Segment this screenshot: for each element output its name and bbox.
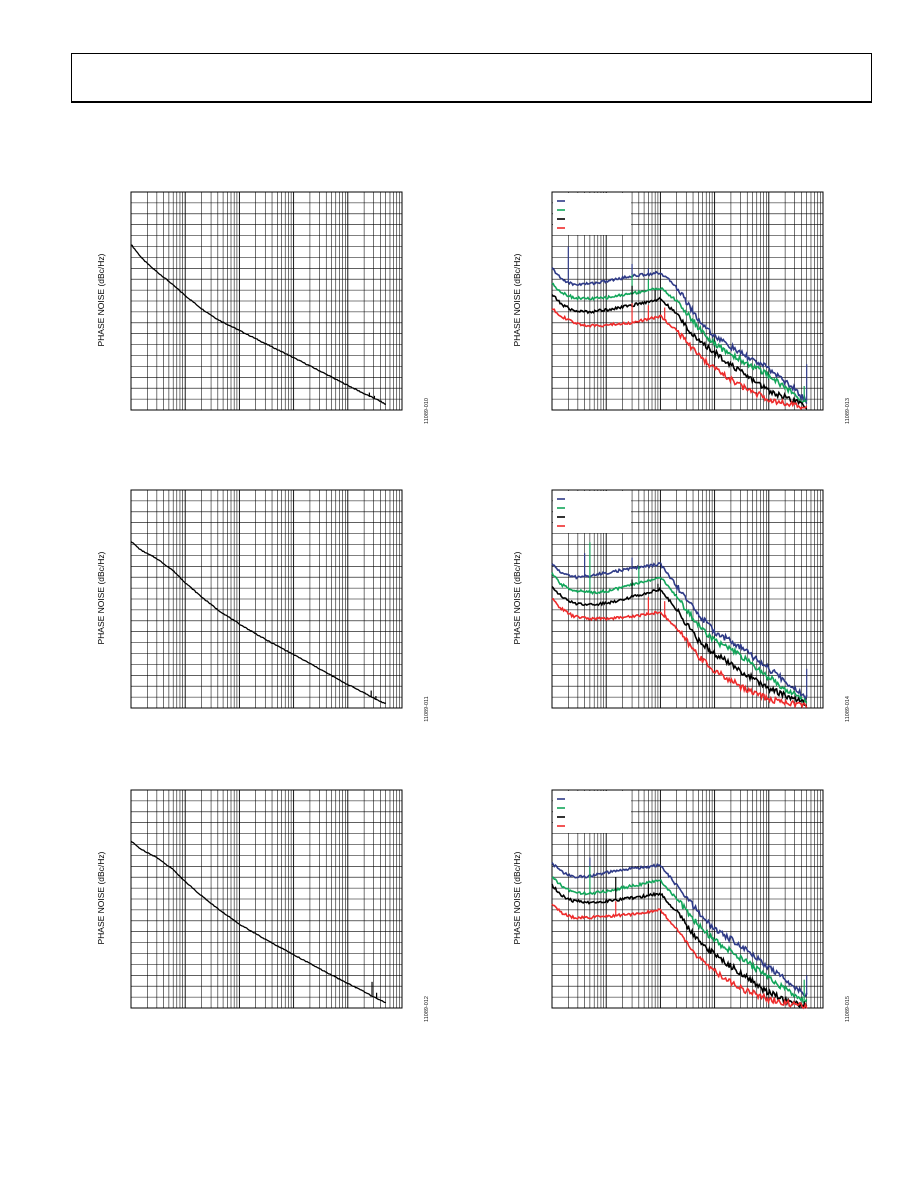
- page-header-box: [71, 53, 872, 103]
- y-axis-label: PHASE NOISE (dBc/Hz): [96, 253, 106, 347]
- phase-noise-chart-left-2: [130, 489, 403, 709]
- legend: [553, 791, 631, 833]
- plot-frame: [551, 191, 824, 411]
- phase-noise-chart-left-1: [130, 191, 403, 411]
- figure-id: 11089-015: [845, 996, 851, 1022]
- y-axis-label: PHASE NOISE (dBc/Hz): [96, 851, 106, 945]
- figure-id: 11089-011: [424, 696, 430, 722]
- series-line-green: [551, 572, 808, 705]
- series-line-red: [551, 903, 808, 1010]
- series-line-red: [551, 597, 808, 709]
- legend-box: [553, 193, 631, 235]
- plot-frame: [130, 489, 403, 709]
- series-line-navy: [551, 562, 808, 702]
- legend: [553, 491, 631, 533]
- series-line-red: [551, 308, 808, 410]
- grid: [130, 191, 402, 411]
- figure-id: 11089-012: [424, 996, 430, 1022]
- legend: [553, 193, 631, 235]
- series-line-navy: [551, 267, 808, 404]
- series-line-green: [551, 876, 808, 1004]
- legend-box: [553, 791, 631, 833]
- series-line-black: [130, 541, 386, 704]
- series-line-black: [551, 585, 807, 707]
- series-line-navy: [551, 862, 808, 998]
- figure-id: 11089-013: [845, 398, 851, 424]
- y-axis-label: PHASE NOISE (dBc/Hz): [512, 551, 522, 645]
- figure-id: 11089-014: [845, 696, 851, 722]
- plot-frame: [130, 789, 403, 1009]
- grid: [130, 489, 402, 709]
- grid: [130, 789, 402, 1009]
- figure-id: 11089-010: [424, 398, 430, 424]
- phase-noise-chart-right-2: [551, 489, 824, 709]
- plot-frame: [551, 789, 824, 1009]
- phase-noise-chart-right-1: [551, 191, 824, 411]
- series-line-black: [551, 883, 808, 1010]
- phase-noise-chart-left-3: [130, 789, 403, 1009]
- y-axis-label: PHASE NOISE (dBc/Hz): [512, 253, 522, 347]
- legend-box: [553, 491, 631, 533]
- y-axis-label: PHASE NOISE (dBc/Hz): [512, 851, 522, 945]
- series-line-black: [130, 244, 386, 405]
- series-line-black: [551, 294, 808, 410]
- phase-noise-chart-right-3: [551, 789, 824, 1010]
- y-axis-label: PHASE NOISE (dBc/Hz): [96, 551, 106, 645]
- plot-frame: [130, 191, 403, 411]
- series-line-black: [130, 840, 386, 1004]
- series-line-green: [551, 282, 807, 405]
